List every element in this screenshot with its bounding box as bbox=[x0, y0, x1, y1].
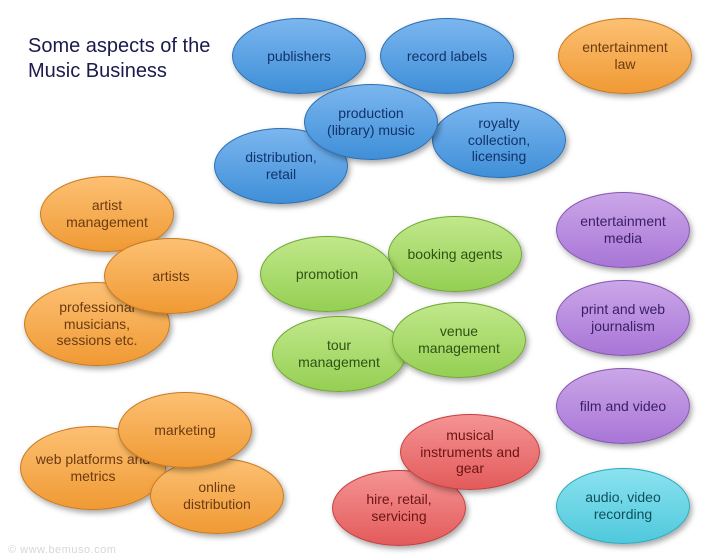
bubble-instruments: musical instruments and gear bbox=[400, 414, 540, 490]
bubble-venue-mgmt: venue management bbox=[392, 302, 526, 378]
bubble-film-video: film and video bbox=[556, 368, 690, 444]
bubble-label: production (library) music bbox=[319, 105, 423, 139]
bubble-label: marketing bbox=[154, 422, 215, 439]
bubble-promotion: promotion bbox=[260, 236, 394, 312]
bubble-entertainment-law: entertainment law bbox=[558, 18, 692, 94]
bubble-label: artist management bbox=[55, 197, 159, 231]
diagram-title: Some aspects of the Music Business bbox=[28, 34, 218, 84]
bubble-label: artists bbox=[152, 268, 189, 285]
bubble-label: distribution, retail bbox=[229, 149, 333, 183]
bubble-journalism: print and web journalism bbox=[556, 280, 690, 356]
bubble-label: audio, video recording bbox=[571, 489, 675, 523]
bubble-label: record labels bbox=[407, 48, 487, 65]
bubble-audio-video: audio, video recording bbox=[556, 468, 690, 544]
bubble-label: venue management bbox=[407, 323, 511, 357]
bubble-production-music: production (library) music bbox=[304, 84, 438, 160]
bubble-ent-media: entertainment media bbox=[556, 192, 690, 268]
bubble-label: entertainment law bbox=[573, 39, 677, 73]
bubble-label: film and video bbox=[580, 398, 666, 415]
bubble-booking-agents: booking agents bbox=[388, 216, 522, 292]
bubble-publishers: publishers bbox=[232, 18, 366, 94]
bubble-label: print and web journalism bbox=[571, 301, 675, 335]
bubble-label: booking agents bbox=[408, 246, 503, 263]
bubble-record-labels: record labels bbox=[380, 18, 514, 94]
bubble-label: royalty collection, licensing bbox=[447, 115, 551, 165]
bubble-label: hire, retail, servicing bbox=[347, 491, 451, 525]
bubble-label: musical instruments and gear bbox=[415, 427, 525, 477]
bubble-label: publishers bbox=[267, 48, 331, 65]
bubble-label: online distribution bbox=[165, 479, 269, 513]
bubble-marketing: marketing bbox=[118, 392, 252, 468]
bubble-tour-mgmt: tour management bbox=[272, 316, 406, 392]
bubble-label: web platforms and metrics bbox=[35, 451, 151, 485]
bubble-label: entertainment media bbox=[571, 213, 675, 247]
bubble-label: tour management bbox=[287, 337, 391, 371]
bubble-online-dist: online distribution bbox=[150, 458, 284, 534]
bubble-artists: artists bbox=[104, 238, 238, 314]
watermark: © www.bemuso.com bbox=[8, 544, 116, 556]
bubble-label: promotion bbox=[296, 266, 358, 283]
bubble-royalty: royalty collection, licensing bbox=[432, 102, 566, 178]
